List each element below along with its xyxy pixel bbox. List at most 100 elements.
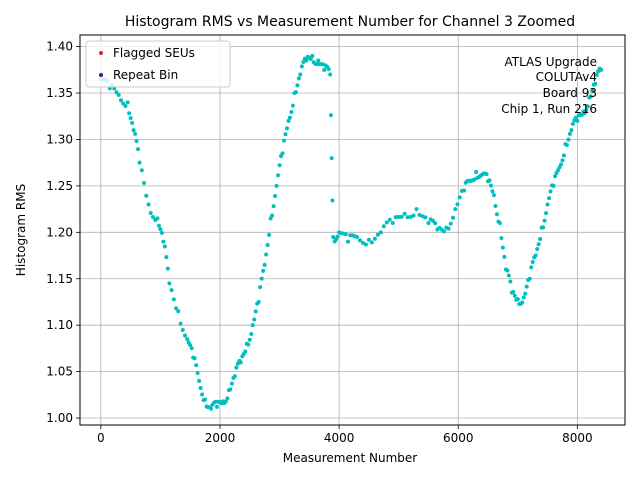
data-point bbox=[322, 67, 327, 72]
data-point-interp bbox=[523, 291, 528, 296]
data-point bbox=[378, 230, 383, 235]
data-point-interp bbox=[487, 178, 492, 183]
data-point bbox=[462, 188, 467, 193]
data-point bbox=[203, 397, 208, 402]
data-point-interp bbox=[375, 232, 380, 237]
data-point bbox=[316, 58, 321, 63]
data-point-interp bbox=[174, 306, 179, 311]
data-point-interp bbox=[289, 110, 294, 115]
data-point-interp bbox=[150, 214, 155, 219]
data-point bbox=[593, 81, 598, 86]
data-point-interp bbox=[588, 94, 593, 99]
data-point-interp bbox=[293, 90, 298, 95]
data-point-interp bbox=[564, 142, 569, 147]
data-point-interp bbox=[505, 268, 510, 273]
y-tick-label: 1.00 bbox=[46, 411, 73, 425]
data-point bbox=[414, 207, 419, 212]
data-point bbox=[155, 216, 160, 221]
data-point-interp bbox=[508, 279, 513, 284]
data-point-interp bbox=[328, 113, 333, 118]
data-point-interp bbox=[584, 108, 589, 113]
data-point-interp bbox=[194, 363, 199, 368]
data-point-interp bbox=[178, 321, 183, 326]
data-point-interp bbox=[156, 223, 161, 228]
data-point-interp bbox=[357, 238, 362, 243]
data-point bbox=[176, 309, 181, 314]
data-point bbox=[569, 128, 574, 133]
x-axis-ticks: 0 2000 4000 6000 8000 bbox=[97, 425, 593, 445]
data-point bbox=[545, 202, 550, 207]
data-point-interp bbox=[560, 158, 565, 163]
data-point-interp bbox=[484, 172, 489, 177]
data-point-interp bbox=[493, 204, 498, 209]
data-point-interp bbox=[252, 317, 257, 322]
data-point bbox=[331, 234, 336, 239]
data-point-interp bbox=[229, 381, 234, 386]
data-point-interp bbox=[442, 229, 447, 234]
data-point-interp bbox=[329, 156, 334, 161]
y-tick-label: 1.30 bbox=[46, 132, 73, 146]
data-point bbox=[185, 337, 190, 342]
data-point bbox=[250, 323, 255, 328]
data-point-interp bbox=[296, 76, 301, 81]
data-point-interp bbox=[283, 132, 288, 137]
data-point-interp bbox=[530, 259, 535, 264]
data-point bbox=[527, 276, 532, 281]
data-point bbox=[453, 207, 458, 212]
data-point-interp bbox=[165, 266, 170, 271]
data-point-interp bbox=[490, 189, 495, 194]
data-point-interp bbox=[423, 215, 428, 220]
data-point-interp bbox=[265, 243, 270, 248]
data-point bbox=[366, 237, 371, 242]
data-point-interp bbox=[488, 183, 493, 188]
data-point bbox=[474, 169, 479, 174]
legend-marker-repeat-bin bbox=[99, 73, 103, 77]
annotation-line-4: Chip 1, Run 216 bbox=[501, 102, 597, 116]
data-point bbox=[533, 253, 538, 258]
data-point-interp bbox=[502, 254, 507, 259]
data-point bbox=[286, 118, 291, 123]
data-point-interp bbox=[446, 226, 451, 231]
data-point bbox=[131, 128, 136, 133]
data-point-interp bbox=[180, 328, 185, 333]
data-point-interp bbox=[282, 138, 287, 143]
data-point bbox=[238, 360, 243, 365]
data-point-interp bbox=[301, 60, 306, 65]
data-point-interp bbox=[276, 173, 281, 178]
data-point-interp bbox=[314, 62, 319, 67]
data-point-interp bbox=[542, 218, 547, 223]
data-point-interp bbox=[594, 72, 599, 77]
data-point-interp bbox=[225, 396, 230, 401]
legend-marker-flagged-seus bbox=[99, 51, 103, 55]
y-tick-label: 1.25 bbox=[46, 179, 73, 193]
data-point-interp bbox=[573, 115, 578, 120]
data-point-interp bbox=[195, 370, 200, 375]
plot-frame bbox=[79, 34, 626, 426]
data-point-interp bbox=[472, 177, 477, 182]
data-point bbox=[125, 100, 130, 105]
data-point-interp bbox=[290, 103, 295, 108]
x-tick-label: 6000 bbox=[443, 431, 474, 445]
x-axis-label: Measurement Number bbox=[283, 451, 417, 465]
data-point-interp bbox=[372, 236, 377, 241]
data-point-interp bbox=[139, 168, 144, 173]
data-point-interp bbox=[192, 356, 197, 361]
annotation: ATLAS Upgrade COLUTAv4 Board 93 Chip 1, … bbox=[501, 55, 597, 116]
data-point-interp bbox=[246, 342, 251, 347]
data-point bbox=[146, 202, 151, 207]
data-point bbox=[280, 151, 285, 156]
data-point bbox=[346, 239, 351, 244]
data-point-interp bbox=[295, 83, 300, 88]
x-tick-label: 0 bbox=[97, 431, 105, 445]
data-point bbox=[262, 262, 267, 267]
data-point-interp bbox=[253, 309, 258, 314]
data-point bbox=[256, 299, 261, 304]
y-tick-label: 1.20 bbox=[46, 225, 73, 239]
data-point-interp bbox=[536, 242, 541, 247]
data-point-interp bbox=[570, 121, 575, 126]
data-point-interp bbox=[553, 174, 558, 179]
data-point-interp bbox=[512, 293, 517, 298]
annotation-line-3: Board 93 bbox=[543, 86, 597, 100]
data-point-interp bbox=[127, 111, 132, 116]
data-point-interp bbox=[511, 290, 516, 295]
